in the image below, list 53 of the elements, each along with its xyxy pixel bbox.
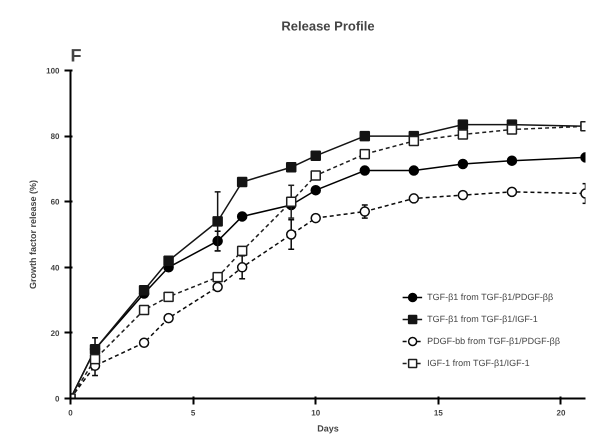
point bbox=[286, 162, 296, 173]
y-tick-label: 60 bbox=[50, 198, 60, 207]
point bbox=[212, 216, 223, 227]
point bbox=[408, 165, 420, 176]
y-tick-label: 40 bbox=[50, 263, 60, 272]
point bbox=[286, 229, 296, 240]
text: F bbox=[70, 46, 82, 66]
point bbox=[236, 262, 248, 273]
point bbox=[163, 292, 174, 302]
y-tick-label: 80 bbox=[50, 132, 60, 142]
point bbox=[138, 338, 150, 348]
x-axis-title: Days bbox=[317, 424, 339, 434]
point bbox=[360, 206, 370, 217]
point bbox=[212, 272, 223, 282]
legend-label: TGF-β1 from TGF-β1/IGF-1 bbox=[427, 314, 538, 324]
point bbox=[506, 186, 518, 198]
x-tick-label: 10 bbox=[311, 408, 321, 418]
point bbox=[163, 312, 174, 324]
legend-label: TGF-β1 from TGF-β1/PDGF-ββ bbox=[427, 292, 554, 302]
point bbox=[310, 212, 321, 224]
point bbox=[360, 165, 370, 176]
point bbox=[310, 170, 321, 181]
y-tick-label: 20 bbox=[50, 328, 60, 338]
point bbox=[506, 155, 518, 166]
legend-label: PDGF-bb from TGF-β1/PDGF-ββ bbox=[427, 336, 560, 346]
x-tick-label: 20 bbox=[556, 408, 566, 418]
y-axis-title: Growth factor release (%) bbox=[28, 180, 38, 290]
point bbox=[458, 119, 468, 130]
point bbox=[138, 304, 150, 316]
point bbox=[90, 354, 100, 364]
point bbox=[310, 150, 321, 162]
legend-label: IGF-1 from TGF-β1/IGF-1 bbox=[427, 358, 530, 368]
point bbox=[458, 129, 468, 140]
point bbox=[163, 255, 174, 266]
point bbox=[506, 124, 518, 135]
point bbox=[236, 211, 248, 222]
point bbox=[458, 158, 468, 170]
point bbox=[408, 193, 420, 204]
point bbox=[360, 130, 370, 142]
y-tick-label: 100 bbox=[46, 66, 60, 76]
point bbox=[310, 184, 321, 196]
x-tick-label: 15 bbox=[434, 408, 444, 418]
x-tick-label: 5 bbox=[190, 408, 196, 418]
point bbox=[138, 285, 150, 296]
x-tick-label: 0 bbox=[68, 408, 74, 418]
point bbox=[212, 282, 223, 292]
point bbox=[286, 196, 296, 207]
point bbox=[408, 136, 420, 146]
y-tick-label: 0 bbox=[55, 394, 60, 404]
chart-title: Release Profile bbox=[281, 18, 375, 34]
point bbox=[360, 148, 370, 160]
point bbox=[458, 190, 468, 200]
point bbox=[236, 176, 248, 188]
